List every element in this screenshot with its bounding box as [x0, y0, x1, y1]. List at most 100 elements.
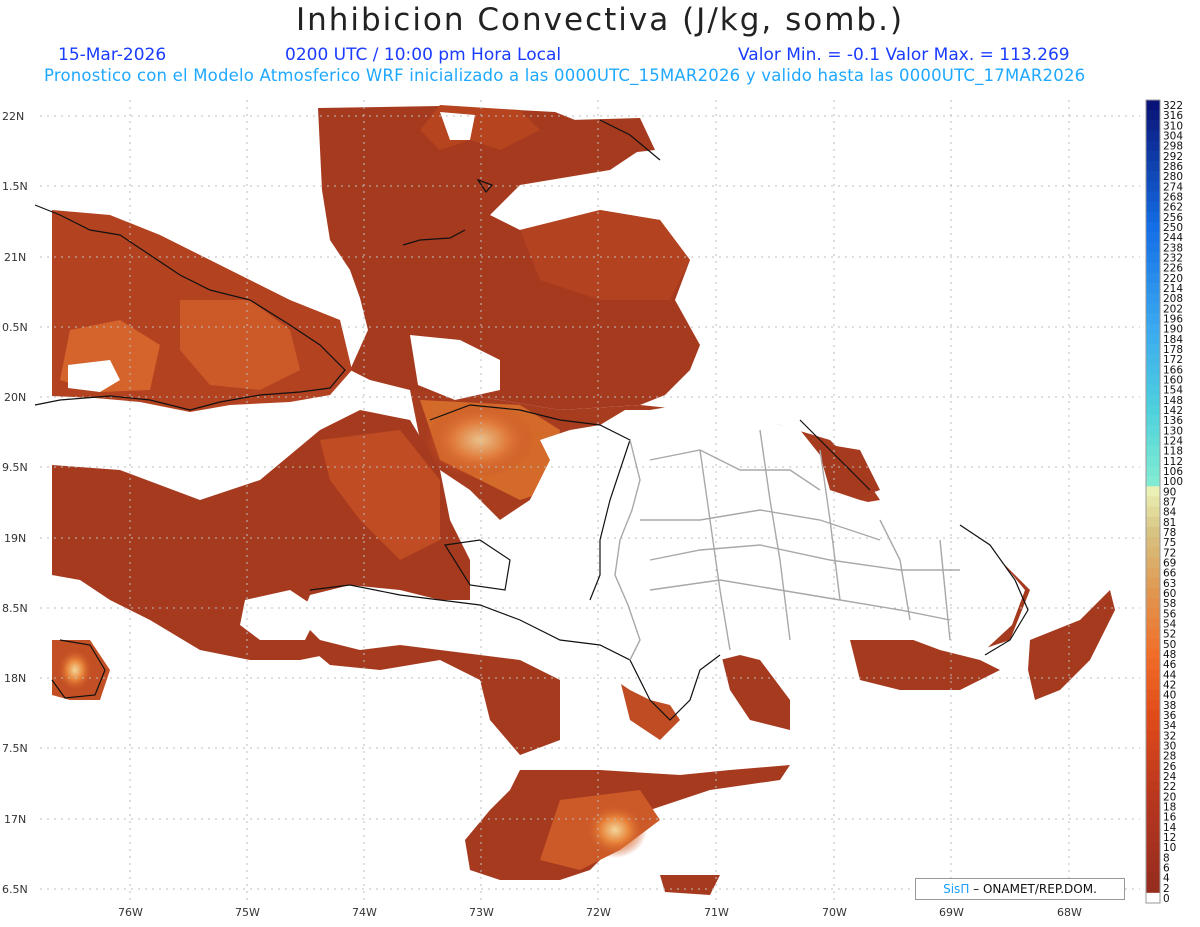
min-max-values: Valor Min. = -0.1 Valor Max. = 113.269 [738, 45, 1070, 65]
colorbar-swatch [1146, 415, 1160, 426]
colorbar-label: 42 [1163, 679, 1176, 691]
colorbar-swatch [1146, 699, 1160, 711]
colorbar-swatch [1146, 496, 1160, 507]
colorbar-label: 304 [1163, 131, 1183, 143]
colorbar-swatch [1146, 628, 1160, 640]
colorbar-swatch [1146, 781, 1160, 792]
svg-text:68W: 68W [1057, 906, 1082, 919]
colorbar-label: 26 [1163, 761, 1177, 773]
colorbar-swatch [1146, 669, 1160, 680]
colorbar-swatch [1146, 608, 1160, 619]
svg-text:75W: 75W [235, 906, 260, 919]
colorbar-swatch [1146, 486, 1160, 497]
colorbar-label: 16 [1163, 812, 1177, 824]
colorbar-swatch [1146, 547, 1160, 558]
colorbar-label: 274 [1163, 181, 1183, 193]
svg-text:17N: 17N [4, 813, 26, 826]
colorbar-swatch [1146, 384, 1160, 396]
colorbar-swatch [1146, 252, 1160, 264]
colorbar-swatch [1146, 750, 1160, 762]
colorbar-label: 54 [1163, 618, 1177, 630]
colorbar: 3223163103042982922862802742682622562502… [1145, 99, 1183, 905]
colorbar-label: 220 [1163, 273, 1183, 285]
colorbar-swatch [1146, 171, 1160, 182]
colorbar-swatch [1146, 343, 1160, 355]
colorbar-label: 208 [1163, 293, 1183, 305]
svg-text:76W: 76W [118, 906, 143, 919]
colorbar-swatch [1146, 201, 1160, 213]
svg-text:71W: 71W [704, 906, 729, 919]
colorbar-swatch [1146, 598, 1160, 609]
colorbar-label: 60 [1163, 588, 1176, 600]
colorbar-label: 196 [1163, 314, 1183, 326]
colorbar-label: 178 [1163, 344, 1183, 356]
colorbar-label: 20 [1163, 791, 1176, 803]
colorbar-label: 69 [1163, 557, 1176, 569]
svg-text:0.5N: 0.5N [2, 321, 28, 334]
colorbar-label: 58 [1163, 598, 1176, 610]
svg-text:22N: 22N [2, 110, 24, 123]
colorbar-swatch [1146, 821, 1160, 833]
svg-text:69W: 69W [939, 906, 964, 919]
colorbar-label: 202 [1163, 303, 1183, 315]
colorbar-swatch [1146, 211, 1160, 223]
colorbar-swatch [1146, 638, 1160, 650]
svg-text:7.5N: 7.5N [2, 742, 28, 755]
svg-text:20N: 20N [4, 391, 26, 404]
colorbar-swatch [1146, 303, 1160, 314]
colorbar-label: 232 [1163, 253, 1183, 265]
lon-labels: 76W 75W 74W 73W 72W 71W 70W 69W 68W [118, 906, 1082, 919]
colorbar-label: 268 [1163, 192, 1183, 204]
colorbar-label: 28 [1163, 751, 1176, 763]
colorbar-swatch [1146, 333, 1160, 345]
colorbar-swatch [1146, 557, 1160, 568]
colorbar-swatch [1146, 425, 1160, 436]
colorbar-label: 22 [1163, 781, 1176, 793]
colorbar-frame [1145, 99, 1161, 904]
colorbar-label: 63 [1163, 578, 1176, 590]
svg-text:73W: 73W [469, 906, 494, 919]
colorbar-swatch [1146, 801, 1160, 812]
colorbar-swatch [1146, 435, 1160, 446]
colorbar-swatch [1146, 364, 1160, 375]
svg-text:19N: 19N [4, 532, 26, 545]
svg-text:8.5N: 8.5N [2, 602, 28, 615]
colorbar-swatch [1146, 282, 1160, 294]
colorbar-label: 166 [1163, 364, 1183, 376]
colorbar-label: 87 [1163, 497, 1176, 509]
colorbar-swatch [1146, 516, 1160, 528]
colorbar-label: 66 [1163, 568, 1177, 580]
svg-text:21N: 21N [4, 251, 26, 264]
colorbar-label: 40 [1163, 690, 1176, 702]
colorbar-swatch [1146, 445, 1160, 457]
colorbar-swatch [1146, 872, 1160, 884]
colorbar-label: 142 [1163, 405, 1183, 417]
colorbar-label: 4 [1163, 873, 1170, 885]
colorbar-swatch [1146, 140, 1160, 152]
colorbar-swatch [1146, 476, 1160, 487]
colorbar-label: 154 [1163, 385, 1183, 397]
colorbar-label: 286 [1163, 161, 1183, 173]
colorbar-label: 112 [1163, 456, 1183, 468]
colorbar-swatch [1146, 679, 1160, 690]
colorbar-label: 124 [1163, 436, 1183, 448]
svg-text:70W: 70W [822, 906, 847, 919]
svg-text:9.5N: 9.5N [2, 461, 28, 474]
colorbar-label: 75 [1163, 537, 1176, 549]
colorbar-label: 52 [1163, 629, 1176, 641]
colorbar-label: 72 [1163, 547, 1176, 559]
colorbar-swatch [1146, 537, 1160, 548]
colorbar-label: 100 [1163, 476, 1183, 488]
colorbar-swatch [1146, 689, 1160, 701]
colorbar-swatch [1146, 242, 1160, 253]
colorbar-swatch [1146, 659, 1160, 670]
svg-text:74W: 74W [352, 906, 377, 919]
forecast-date: 15-Mar-2026 [58, 45, 167, 65]
colorbar-label: 6 [1163, 862, 1170, 874]
colorbar-swatch [1146, 831, 1160, 843]
colorbar-swatch [1146, 882, 1160, 894]
credit-text: – ONAMET/REP.DOM. [973, 882, 1097, 896]
colorbar-label: 50 [1163, 639, 1176, 651]
colorbar-label: 118 [1163, 446, 1183, 458]
colorbar-swatch [1146, 526, 1160, 538]
